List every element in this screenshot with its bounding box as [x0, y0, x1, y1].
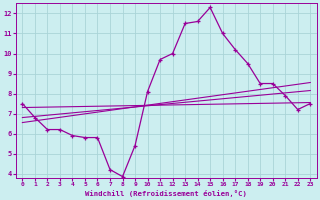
X-axis label: Windchill (Refroidissement éolien,°C): Windchill (Refroidissement éolien,°C): [85, 190, 247, 197]
